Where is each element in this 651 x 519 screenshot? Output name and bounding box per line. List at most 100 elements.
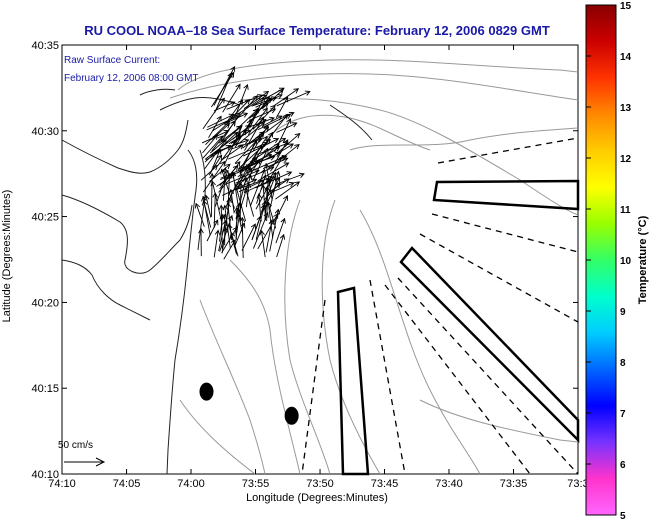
current-vector-head (217, 135, 224, 142)
depth-contour (239, 97, 579, 216)
bathymetry-contours (169, 59, 579, 475)
current-vector-head (235, 130, 241, 136)
current-vector (202, 161, 226, 193)
current-vector-head (298, 172, 305, 178)
current-vector-head (283, 162, 290, 168)
current-vector-head (245, 130, 252, 136)
current-vector-head (257, 94, 264, 100)
current-vector (205, 195, 212, 218)
coast-line (166, 149, 198, 475)
current-vector-head (225, 145, 232, 151)
current-vector (222, 84, 241, 113)
current-vector-head (268, 131, 274, 138)
current-vector (237, 175, 252, 218)
current-vector (276, 91, 310, 107)
current-vector-head (259, 116, 265, 123)
current-vector (213, 193, 216, 228)
current-vector (235, 184, 246, 222)
x-tick-label: 73:3 (567, 478, 588, 490)
current-vector-head (288, 143, 294, 149)
current-vector-head (245, 124, 251, 131)
current-vector (248, 117, 275, 128)
current-vector (205, 120, 230, 146)
current-vector-head (242, 112, 249, 118)
current-vector (211, 121, 236, 152)
coast-line (159, 97, 241, 111)
current-vector-head (242, 167, 248, 174)
current-vector (261, 89, 284, 110)
current-vector-head (271, 171, 277, 178)
y-tick-label: 40:20 (31, 297, 59, 309)
depth-contour (169, 73, 579, 101)
coastline (61, 88, 373, 475)
depth-contour (199, 299, 266, 475)
current-vector-head (223, 129, 230, 135)
current-vector (238, 139, 271, 169)
sector-line (384, 284, 531, 475)
current-vector (245, 187, 255, 217)
beam-polygon (432, 179, 580, 211)
current-vector-head (253, 169, 260, 175)
current-vector-head (237, 99, 244, 106)
current-vector (226, 100, 243, 122)
current-vector (241, 223, 256, 251)
current-vector (220, 164, 252, 179)
current-vector-head (219, 97, 225, 104)
current-vector (274, 195, 288, 223)
current-vector (202, 196, 211, 236)
current-vector-head (280, 217, 286, 224)
current-vector (233, 222, 245, 248)
current-vector (274, 88, 299, 106)
current-vector-head (216, 115, 222, 122)
y-tick-label: 40:35 (31, 40, 59, 52)
current-vector (244, 108, 259, 134)
current-vector-head (220, 168, 226, 175)
depth-contour (264, 114, 431, 151)
current-vector-head (242, 177, 248, 183)
scale-label: 50 cm/s (58, 440, 93, 451)
current-vector-head (232, 165, 239, 171)
current-vector (248, 126, 269, 145)
current-vector (262, 115, 283, 127)
colorbar-tick-label: 13 (620, 103, 632, 114)
current-vector-head (270, 108, 277, 114)
current-vector (276, 234, 285, 258)
current-vector-head (262, 141, 269, 147)
colorbar-tick-label: 11 (620, 205, 631, 216)
current-vector-head (224, 163, 231, 170)
current-vector (267, 144, 300, 170)
depth-contour (359, 209, 481, 475)
current-vector-head (282, 113, 288, 120)
current-vector (206, 115, 239, 131)
current-vector-head (263, 211, 269, 218)
current-vector-head (288, 111, 295, 117)
current-vector-head (250, 223, 256, 230)
current-vector-head (267, 175, 274, 181)
current-vector (262, 177, 280, 213)
current-vector-head (263, 126, 270, 133)
current-vector-head (269, 155, 276, 161)
colorbar-tick-label: 10 (620, 256, 632, 267)
current-vector (202, 135, 223, 159)
current-vector-head (264, 162, 270, 169)
current-vector-head (263, 147, 269, 154)
y-axis-label: Latitude (Degrees:Minutes) (1, 190, 13, 323)
current-vector-head (229, 101, 236, 107)
current-vector (237, 168, 253, 189)
current-vector (208, 155, 222, 176)
current-vector-head (220, 160, 226, 167)
current-vector (274, 118, 291, 153)
current-vector-head (213, 219, 219, 226)
current-vector-head (198, 227, 204, 234)
chart-title: RU COOL NOAA–18 Sea Surface Temperature:… (84, 23, 550, 38)
current-vector-head (253, 107, 259, 114)
current-vector-head (274, 170, 281, 177)
coast-line (61, 194, 193, 274)
coast-line (61, 119, 189, 174)
annotation-line-1: Raw Surface Current: (64, 55, 160, 66)
current-vector (219, 161, 241, 190)
colorbar-tick-label: 7 (620, 409, 626, 420)
current-vector (230, 232, 239, 257)
current-vector-head (222, 167, 228, 173)
current-vector (206, 219, 219, 242)
